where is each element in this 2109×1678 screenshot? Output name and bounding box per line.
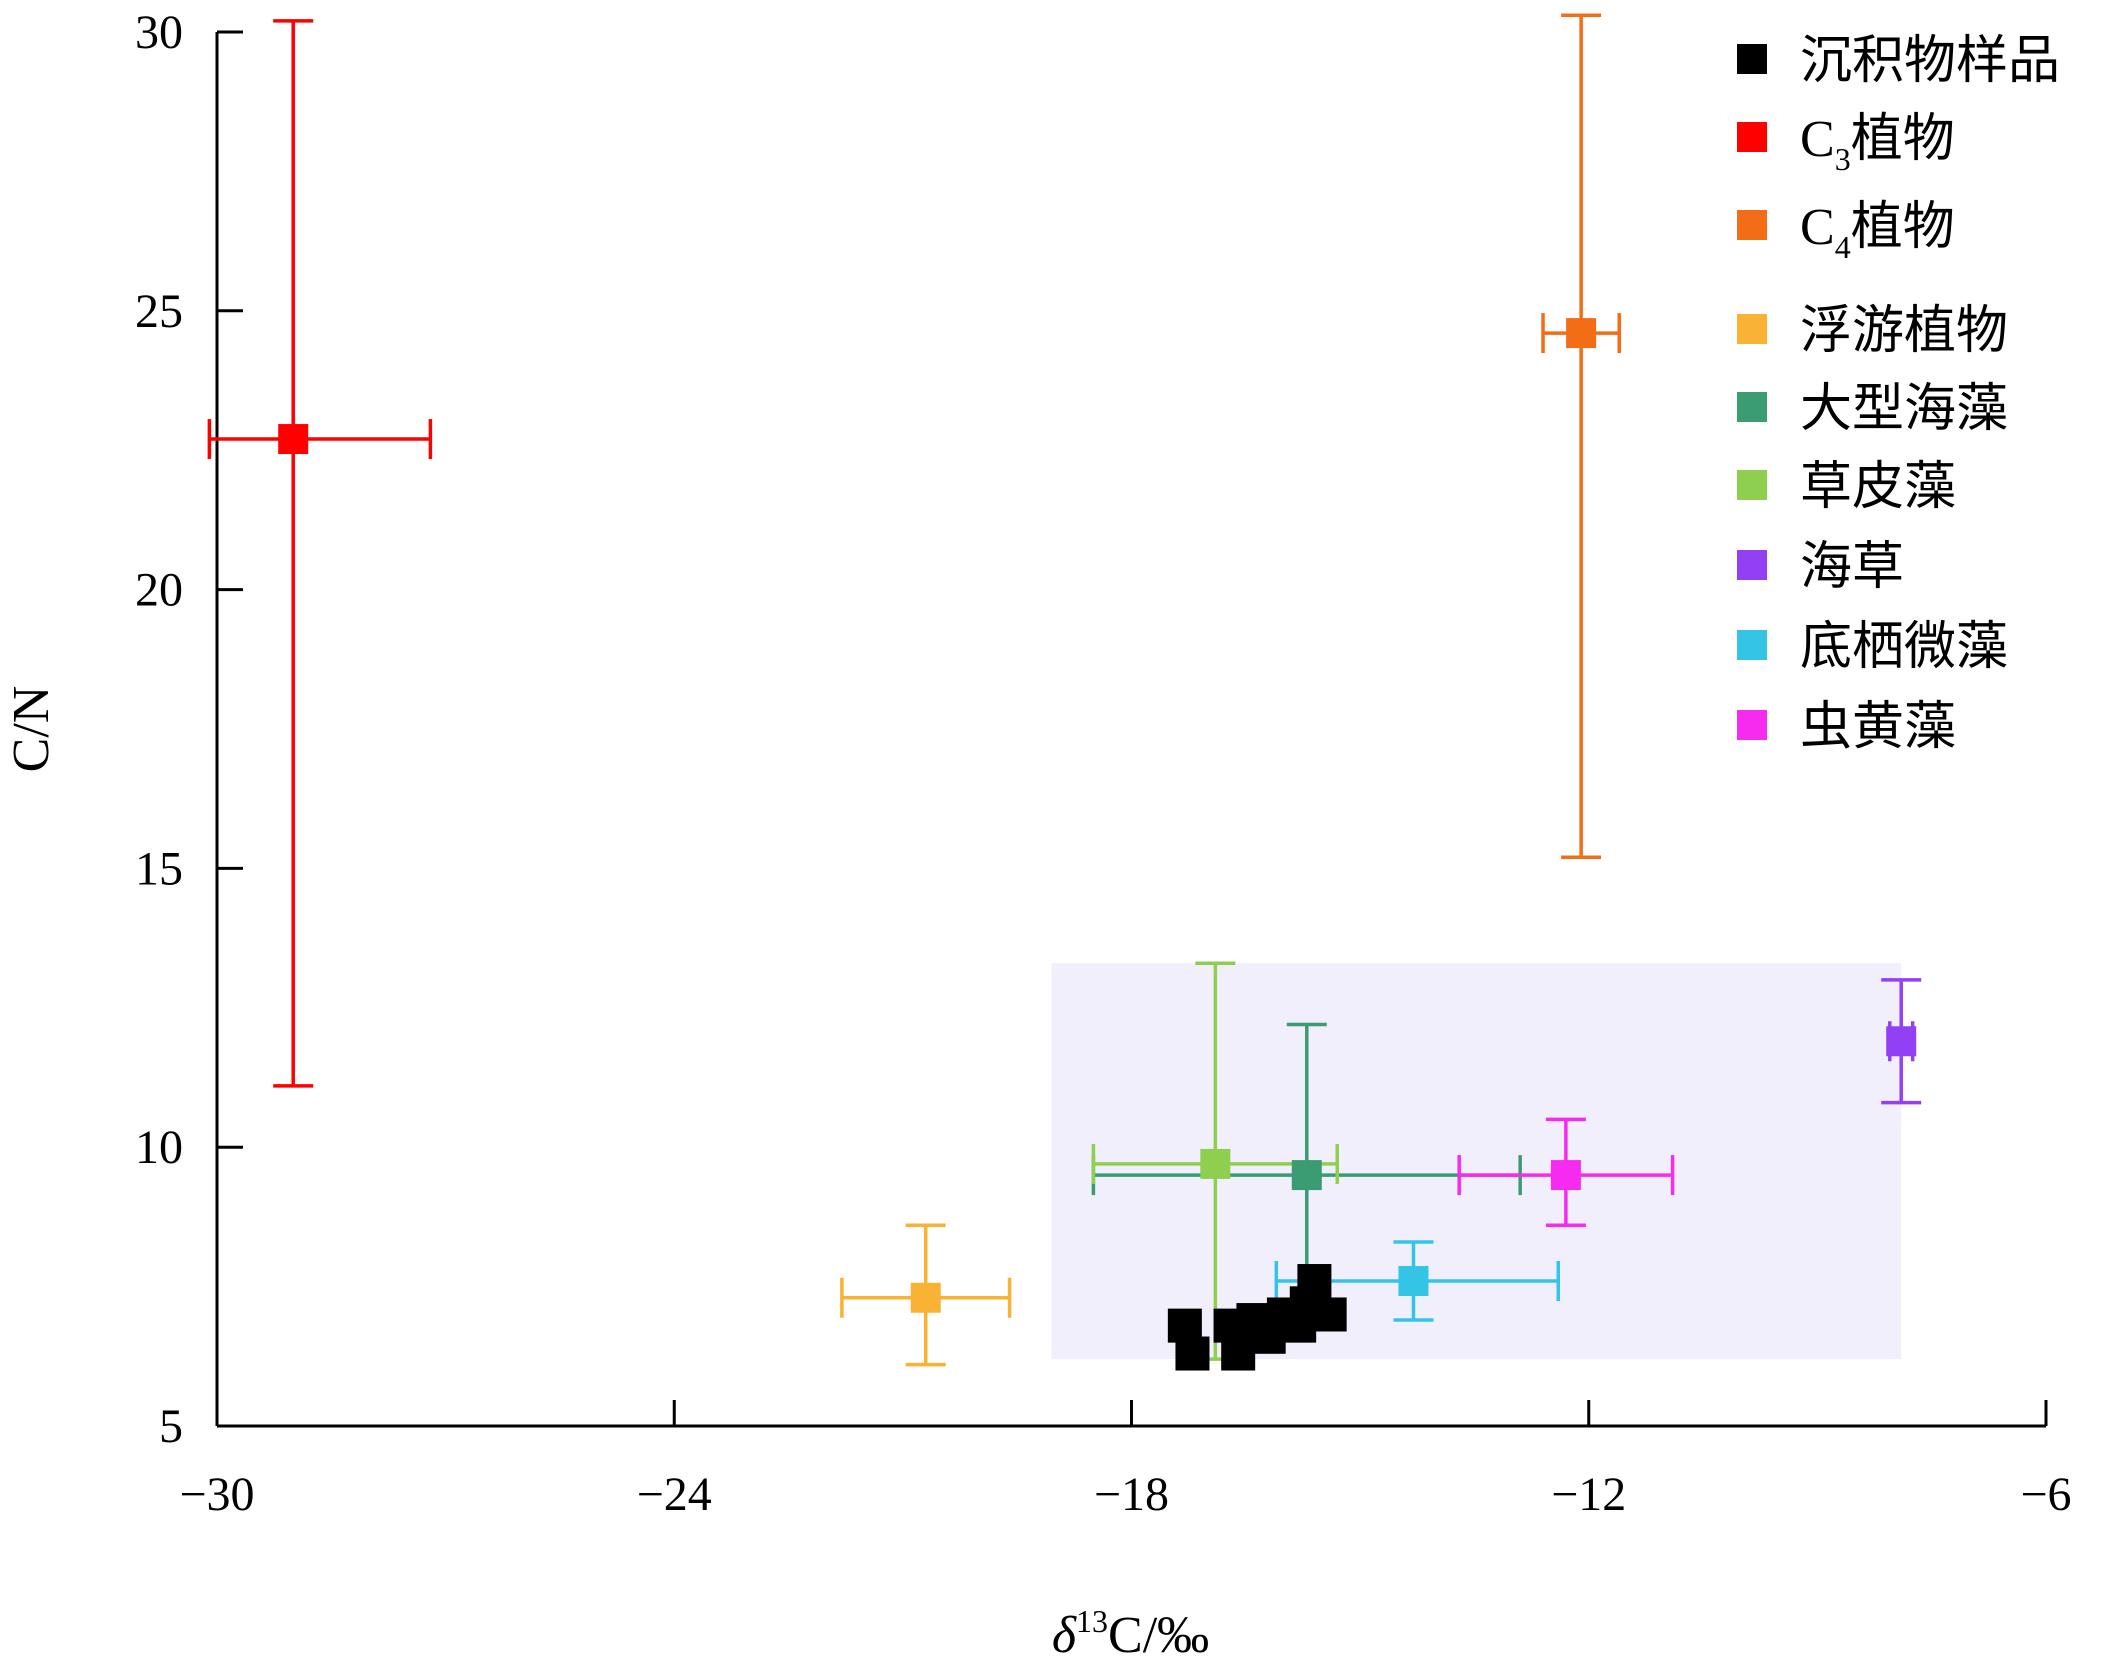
legend-label: 草皮藻 bbox=[1800, 459, 1956, 516]
legend-label: 海草 bbox=[1800, 539, 1904, 596]
x-tick-label: −6 bbox=[2020, 1468, 2071, 1521]
legend-swatch bbox=[1737, 314, 1767, 344]
legend-label: 大型海藻 bbox=[1800, 381, 2008, 438]
legend-swatch bbox=[1737, 392, 1767, 422]
legend-label: 沉积物样品 bbox=[1800, 33, 2060, 90]
axes: 5 10 15 20 25 30 −30 −24 −18 −12 −6 C/N δ13C/‰ bbox=[3, 6, 2072, 1664]
x-tick-label: −30 bbox=[179, 1468, 254, 1521]
legend-label: C4植物 bbox=[1800, 199, 1955, 265]
x-tick-label: −18 bbox=[1094, 1468, 1169, 1521]
y-tick-label: 5 bbox=[159, 1400, 183, 1453]
series-marker bbox=[1566, 318, 1597, 349]
legend-swatch bbox=[1737, 470, 1767, 500]
shaded-region bbox=[1051, 963, 1902, 1360]
marker-layer bbox=[278, 318, 1917, 1371]
series-marker bbox=[278, 424, 309, 455]
legend-swatch bbox=[1737, 122, 1767, 152]
legend-swatch bbox=[1737, 630, 1767, 660]
legend-label: 浮游植物 bbox=[1800, 303, 2008, 360]
x-tick-label: −24 bbox=[637, 1468, 712, 1521]
x-tick-label: −12 bbox=[1551, 1468, 1626, 1521]
series-marker bbox=[1886, 1026, 1917, 1057]
y-tick-label: 15 bbox=[135, 842, 183, 895]
series-marker bbox=[1200, 1148, 1231, 1179]
y-tick-label: 10 bbox=[135, 1121, 183, 1174]
legend-label: 底栖微藻 bbox=[1800, 619, 2008, 676]
legend-swatch bbox=[1737, 550, 1767, 580]
series-marker bbox=[1550, 1160, 1581, 1191]
y-tick-label: 20 bbox=[135, 564, 183, 617]
legend-swatch bbox=[1737, 210, 1767, 240]
x-axis-label: δ13C/‰ bbox=[1052, 1603, 1209, 1664]
series-marker bbox=[1398, 1266, 1429, 1297]
legend-label: 虫黄藻 bbox=[1800, 699, 1956, 756]
y-tick-label: 25 bbox=[135, 285, 183, 338]
sediment-sample-marker bbox=[1221, 1336, 1256, 1371]
sediment-sample-marker bbox=[1297, 1264, 1332, 1299]
series-marker bbox=[910, 1282, 941, 1313]
shaded-region-layer bbox=[1051, 963, 1902, 1360]
sediment-sample-marker bbox=[1312, 1297, 1347, 1332]
y-tick-label: 30 bbox=[135, 6, 183, 59]
sediment-sample-marker bbox=[1175, 1336, 1210, 1371]
legend-swatch bbox=[1737, 44, 1767, 74]
legend-label: C3植物 bbox=[1800, 111, 1955, 177]
y-axis-label: C/N bbox=[3, 686, 60, 773]
legend-swatch bbox=[1737, 710, 1767, 740]
series-marker bbox=[1291, 1160, 1322, 1191]
